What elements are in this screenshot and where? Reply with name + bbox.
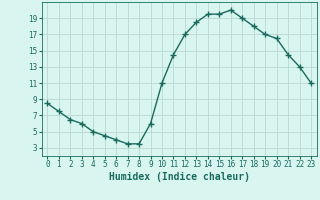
- X-axis label: Humidex (Indice chaleur): Humidex (Indice chaleur): [109, 172, 250, 182]
